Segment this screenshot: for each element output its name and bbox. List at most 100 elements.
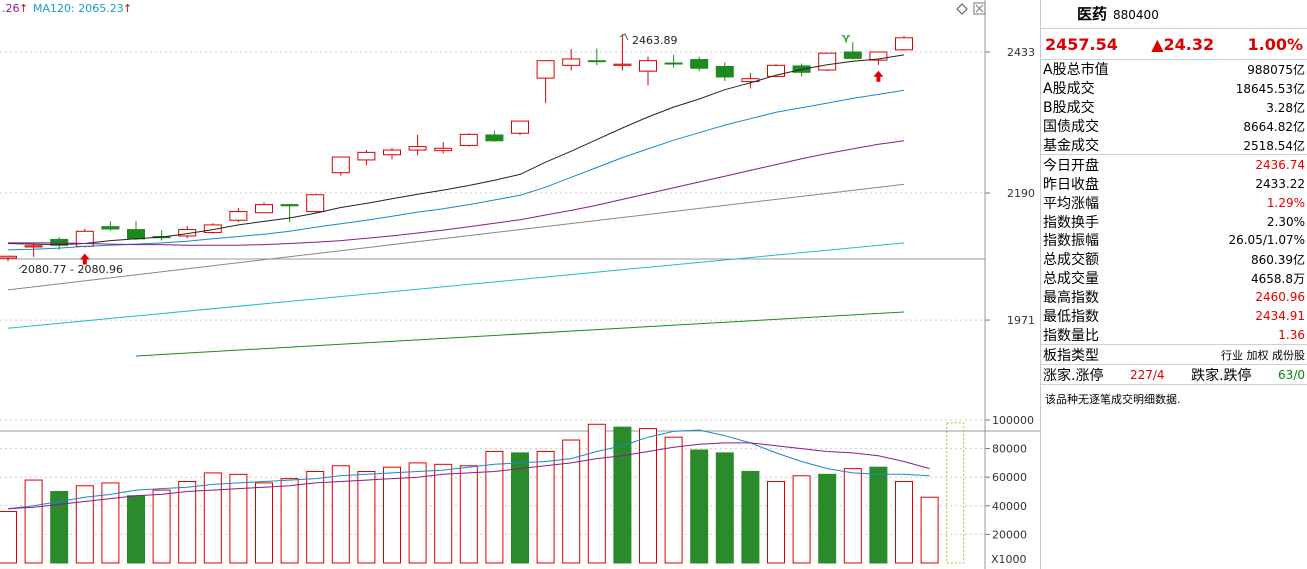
candle-body [203, 224, 222, 233]
candle [357, 150, 376, 166]
volume-tick-label: 40000 [992, 500, 1027, 513]
candle-body [843, 51, 862, 59]
volume-bar [485, 450, 504, 564]
quote-label: 最高指数 [1043, 290, 1099, 307]
ma-lines [7, 54, 905, 251]
advance-value: 227/4 [1129, 367, 1165, 382]
candle-body [869, 51, 888, 61]
candle-body [255, 204, 273, 214]
volume-bar [280, 478, 299, 564]
volume-bar [459, 465, 478, 564]
quote-value: 1.29% [1266, 195, 1305, 210]
volume-bar [562, 439, 581, 564]
volume-bar [434, 463, 453, 564]
index-type-value[interactable]: 行业 加权 成份股 [1221, 348, 1305, 362]
candle [408, 134, 427, 156]
candle [639, 56, 657, 86]
candle [792, 63, 811, 77]
candle [562, 49, 581, 71]
security-header: 医药 880400 [1041, 0, 1307, 29]
quote-row: 最低指数 2434.91 [1041, 307, 1307, 326]
volume-bar [255, 482, 273, 564]
candle [24, 244, 43, 257]
volume-bar [690, 449, 709, 564]
quote-value: 8664.82亿 [1243, 119, 1305, 134]
candle-body [459, 133, 478, 146]
ma-line [8, 140, 905, 246]
price-tick-label: 2190 [1007, 187, 1035, 200]
candle [229, 208, 248, 223]
decline-value: 63/0 [1278, 367, 1305, 382]
volume-ma-lines [7, 429, 930, 510]
volume-bars [0, 422, 965, 564]
volume-bar [639, 428, 657, 564]
quote-value: 26.05/1.07% [1228, 233, 1305, 248]
candle [459, 133, 478, 147]
volume-tick-label: 80000 [992, 443, 1027, 456]
quote-value: 2.30% [1266, 214, 1305, 229]
diamond-icon[interactable] [956, 3, 968, 15]
quote-label: 国债成交 [1043, 119, 1099, 136]
index-type-label: 板指类型 [1043, 347, 1099, 364]
quote-value: 1.36 [1278, 327, 1305, 342]
quote-panel: 医药 880400 2457.54 ▲24.32 1.00% A股总市值 98807… [1040, 0, 1307, 569]
last-price: 2457.54 [1045, 34, 1118, 54]
candle [306, 194, 325, 213]
quote-value: 2518.54亿 [1243, 138, 1305, 153]
candle-body [613, 63, 632, 66]
candle [715, 62, 734, 82]
advance-label: 涨家.涨停 [1043, 367, 1104, 384]
quote-value: 4658.8万 [1251, 271, 1305, 286]
quote-label: 指数换手 [1043, 214, 1099, 231]
candle-body [587, 60, 606, 63]
quote-label: 昨日收盘 [1043, 176, 1099, 193]
volume-bar [24, 479, 43, 564]
quote-row: 昨日收盘 2433.22 [1041, 174, 1307, 193]
volume-tick-label: 20000 [992, 528, 1027, 541]
candle [383, 147, 401, 160]
ma-line [7, 89, 905, 251]
candle-body [895, 37, 913, 51]
long-ma-line [7, 242, 905, 329]
quote-value: 2460.96 [1255, 290, 1305, 305]
volume-bar [536, 450, 555, 564]
quote-label: B股成交 [1043, 100, 1095, 117]
candle [587, 48, 606, 66]
quote-row: 平均涨幅 1.29% [1041, 193, 1307, 212]
quote-row: 总成交量 4658.8万 [1041, 269, 1307, 288]
quote-value: 860.39亿 [1251, 252, 1305, 267]
long-ma-lines [7, 183, 905, 357]
high-label: 2463.89 [632, 34, 678, 47]
candle [434, 141, 453, 154]
volume-bar [511, 452, 529, 564]
close-icon[interactable] [973, 2, 986, 15]
volume-bar [178, 480, 197, 564]
candle-body [511, 120, 529, 134]
candle-body [280, 204, 299, 207]
volume-bar [869, 466, 888, 564]
volume-bar [715, 452, 734, 564]
candle-body [127, 229, 145, 240]
quote-label: A股总市值 [1043, 62, 1109, 79]
candle-body [229, 211, 248, 221]
quote-row: 指数量比 1.36 [1041, 325, 1307, 346]
candle [895, 35, 913, 51]
candle-body [536, 60, 555, 79]
long-ma-line [7, 183, 905, 291]
legend-ma120-arrow: ↑ [123, 2, 132, 15]
quote-row: 指数换手 2.30% [1041, 212, 1307, 231]
volume-bar [741, 470, 760, 564]
candle [75, 228, 94, 248]
quote-label: 基金成交 [1043, 138, 1099, 155]
quote-row: 最高指数 2460.96 [1041, 288, 1307, 307]
low-label: 2080.77 - 2080.96 [21, 263, 123, 276]
security-code: 880400 [1113, 8, 1159, 22]
candle-body [383, 149, 401, 156]
quote-value: 2436.74 [1255, 157, 1305, 172]
quote-label: 今日开盘 [1043, 157, 1099, 174]
quote-row: 基金成交 2518.54亿 [1041, 136, 1307, 156]
candle [127, 220, 145, 240]
candle [690, 56, 709, 72]
candle-body [0, 255, 17, 259]
